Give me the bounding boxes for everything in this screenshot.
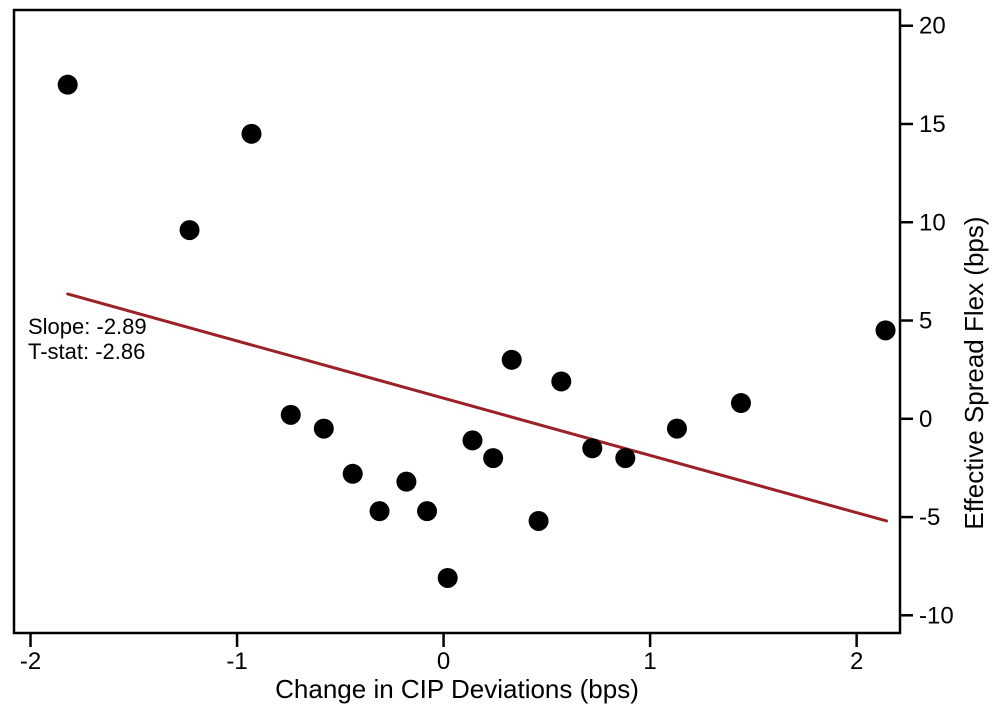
annotation-slope: Slope: -2.89 (28, 314, 147, 339)
data-point (241, 123, 262, 144)
data-point (417, 501, 438, 522)
data-point (280, 404, 301, 425)
data-point (313, 418, 334, 439)
data-point (528, 510, 549, 531)
x-tick-label: -1 (226, 648, 247, 675)
plot-frame (12, 8, 902, 635)
y-tick-label: -10 (919, 602, 954, 629)
y-tick-label: -5 (919, 504, 940, 531)
x-axis-title: Change in CIP Deviations (bps) (275, 674, 639, 704)
data-point (501, 349, 522, 370)
data-point (396, 471, 417, 492)
y-tick-label: 10 (919, 209, 946, 236)
y-tick-label: 0 (919, 406, 932, 433)
x-tick-label: 0 (437, 648, 450, 675)
x-tick-label: 1 (643, 648, 656, 675)
y-tick-label: 5 (919, 308, 932, 335)
y-axis-ticks: 20 15 10 5 0 -5 -10 (900, 13, 954, 629)
data-point (666, 418, 687, 439)
data-point (369, 501, 390, 522)
data-point (342, 463, 363, 484)
x-axis-ticks: -2 -1 0 1 2 (20, 633, 863, 675)
data-point (875, 320, 896, 341)
data-point (483, 448, 504, 469)
data-point (437, 567, 458, 588)
annotation-tstat: T-stat: -2.86 (28, 339, 145, 364)
y-tick-label: 20 (919, 13, 946, 40)
data-point (730, 393, 751, 414)
data-point (57, 74, 78, 95)
trendline (66, 292, 889, 523)
scatter-points (57, 74, 896, 588)
data-point (179, 220, 200, 241)
data-point (615, 448, 636, 469)
data-point (582, 438, 603, 459)
y-axis-title: Effective Spread Flex (bps) (959, 216, 989, 529)
x-tick-label: -2 (20, 648, 41, 675)
data-point (462, 430, 483, 451)
data-point (551, 371, 572, 392)
y-tick-label: 15 (919, 111, 946, 138)
x-tick-label: 2 (850, 648, 863, 675)
